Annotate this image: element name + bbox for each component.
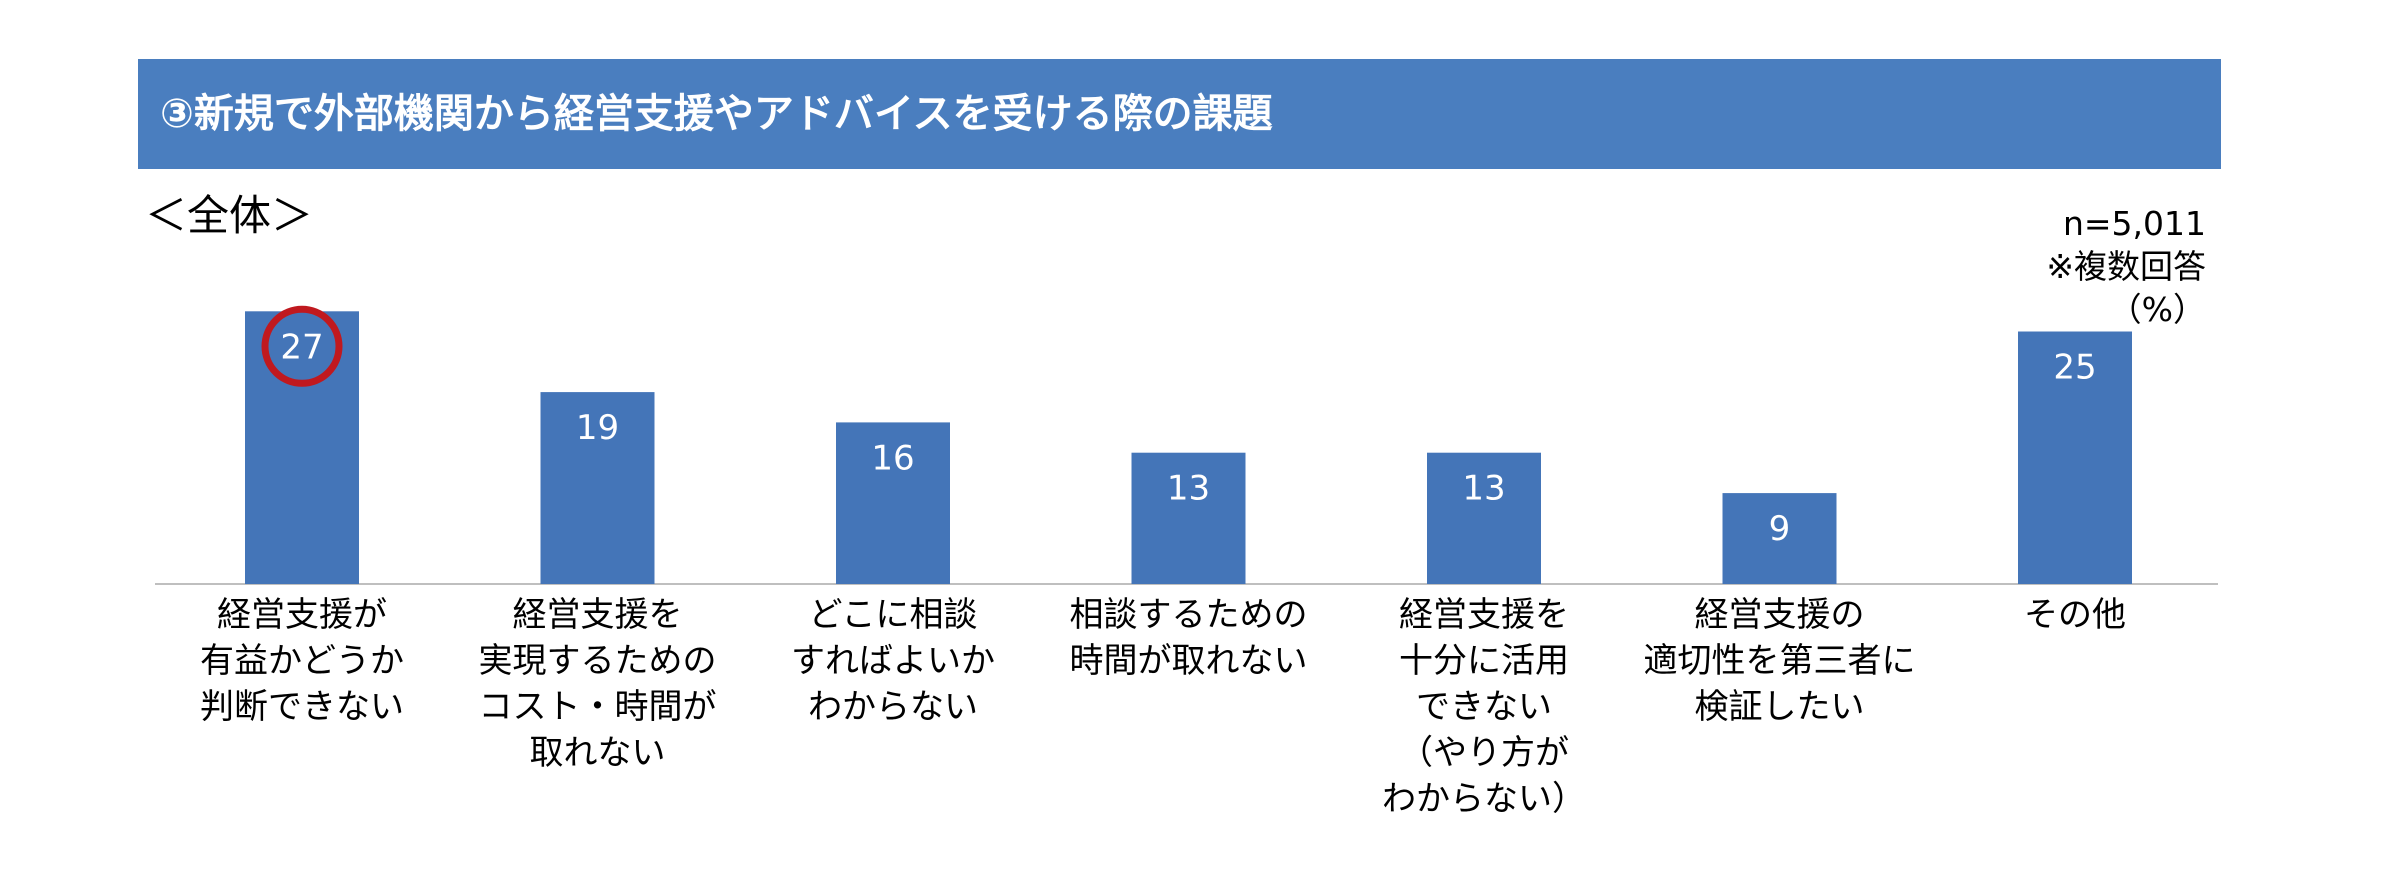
data-label-6: 25 bbox=[2053, 348, 2096, 388]
data-label-1: 19 bbox=[576, 408, 619, 448]
chart-notes: n=5,011 ※複数回答 （%） bbox=[2046, 202, 2206, 331]
bar-4 bbox=[1427, 452, 1541, 584]
bar-5 bbox=[1722, 493, 1837, 584]
bar-6 bbox=[2018, 331, 2132, 584]
page-title: ③新規で外部機関から経営支援やアドバイスを受ける際の課題 bbox=[160, 91, 1273, 137]
data-label-2: 16 bbox=[871, 438, 914, 478]
sample-size-note: n=5,011 bbox=[2062, 204, 2206, 243]
category-label-0: 経営支援が 有益かどうか 判断できない bbox=[200, 595, 404, 727]
data-label-5: 9 bbox=[1769, 509, 1791, 549]
data-label-3: 13 bbox=[1167, 469, 1210, 509]
highlight-circle bbox=[261, 305, 343, 387]
bar-3 bbox=[1131, 452, 1246, 584]
multiple-answer-note: ※複数回答 bbox=[2046, 247, 2206, 286]
category-label-2: どこに相談 すればよいか わからない bbox=[791, 595, 995, 727]
data-label-4: 13 bbox=[1462, 469, 1505, 509]
scope-label: ＜全体＞ bbox=[145, 191, 314, 240]
category-label-5: 経営支援の 適切性を第三者に 検証したい bbox=[1643, 595, 1916, 727]
title-band: ③新規で外部機関から経営支援やアドバイスを受ける際の課題 bbox=[138, 59, 2221, 169]
data-label-0: 27 bbox=[280, 327, 323, 367]
category-label-3: 相談するための 時間が取れない bbox=[1069, 595, 1308, 681]
category-label-1: 経営支援を 実現するための コスト・時間が 取れない bbox=[478, 595, 717, 773]
category-label-6: その他 bbox=[2024, 595, 2126, 635]
category-label-4: 経営支援を 十分に活用 できない （やり方が わからない） bbox=[1382, 595, 1586, 819]
unit-note: （%） bbox=[2108, 290, 2206, 329]
bar-2 bbox=[836, 422, 950, 584]
bar-1 bbox=[540, 392, 655, 584]
